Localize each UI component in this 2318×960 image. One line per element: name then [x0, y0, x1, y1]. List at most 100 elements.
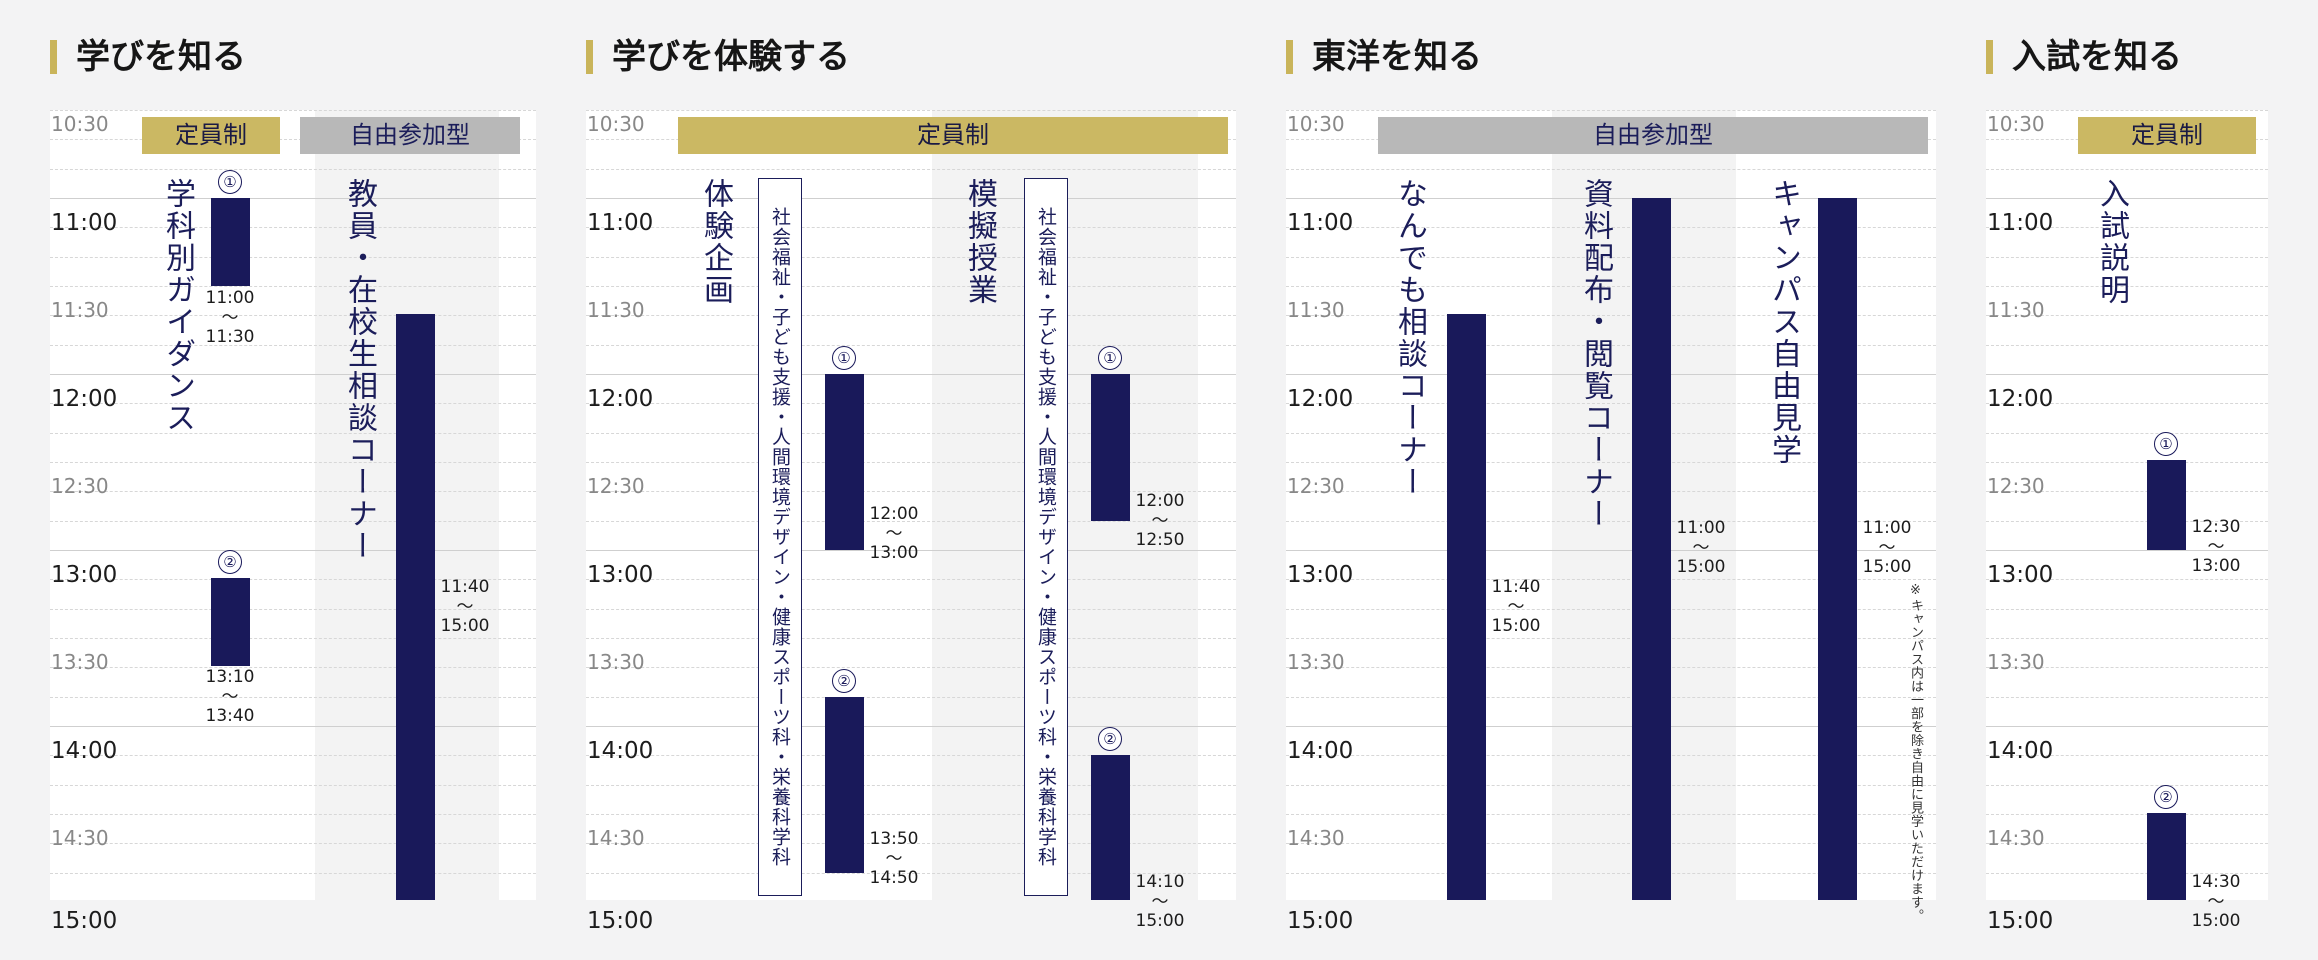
grid-line [1286, 843, 1936, 845]
grid-line [1986, 520, 2268, 522]
grid-line [1986, 344, 2268, 346]
time-range: 14:10 〜 15:00 [1135, 872, 1185, 932]
grid-line [1286, 667, 1936, 669]
time-label: 12:30 [51, 474, 109, 498]
time-label: 12:30 [1287, 474, 1345, 498]
grid-line [50, 403, 536, 405]
label-shiryo: 資料配布・閲覧コーナー [1578, 178, 1613, 530]
grid-line [50, 579, 536, 581]
time-label: 11:00 [51, 210, 118, 236]
time-label: 13:00 [587, 562, 654, 588]
session-1-marker: ① [832, 346, 856, 370]
grid-line [50, 344, 536, 346]
dept-box: 社会福祉・子ども支援・人間環境デザイン・健康スポーツ科・栄養科学科 [1024, 178, 1068, 896]
time-label: 13:30 [587, 650, 645, 674]
grid-line [1986, 608, 2268, 610]
grid-line [1286, 110, 1936, 111]
grid-line [586, 286, 1236, 287]
grid-line [1286, 227, 1936, 229]
session-2-marker: ② [1098, 727, 1122, 751]
grid-line [586, 403, 1236, 405]
grid-line [1986, 726, 2268, 727]
section-exam: 入試を知る 10:30 11:00 11:30 12:00 12:30 13:00 13:3… [1960, 0, 2318, 960]
session-bar [1818, 198, 1857, 900]
time-label: 14:00 [1287, 738, 1354, 764]
time-label: 12:30 [1987, 474, 2045, 498]
grid-line [50, 139, 536, 141]
time-label: 10:30 [1287, 112, 1345, 136]
grid-line [50, 667, 536, 669]
time-label-bottom: 15:00 [51, 908, 118, 934]
grid-line [50, 315, 536, 317]
grid-line [50, 168, 536, 170]
grid-line [50, 726, 536, 727]
time-range: 12:30 〜 13:00 [2191, 517, 2241, 577]
grid-line [1986, 198, 2268, 199]
grid-line [1986, 755, 2268, 757]
session-bar [1091, 374, 1130, 521]
time-label: 11:00 [1987, 210, 2054, 236]
session-1-marker: ① [218, 170, 242, 194]
time-label: 12:00 [1287, 386, 1354, 412]
grid-line [1986, 667, 2268, 669]
label-guidance: 学科別ガイダンス [160, 178, 195, 434]
timetable-grid: 10:30 11:00 11:30 12:00 12:30 13:00 13:30 14:00… [1986, 110, 2268, 931]
grid-line [50, 696, 536, 698]
grid-line [586, 726, 1236, 727]
time-label: 12:00 [1987, 386, 2054, 412]
time-label: 11:30 [587, 298, 645, 322]
grid-line [586, 638, 1236, 639]
grid-line [1986, 286, 2268, 287]
session-bar [825, 374, 864, 550]
grid-line [1286, 403, 1936, 405]
grid-line [50, 843, 536, 845]
grid-line [1986, 462, 2268, 463]
grid-line [50, 814, 536, 815]
time-range: 13:50 〜 14:50 [869, 829, 919, 889]
grid-line [50, 462, 536, 463]
section-title-learn: 学びを知る [50, 36, 246, 78]
grid-line [1986, 784, 2268, 786]
time-label: 10:30 [1987, 112, 2045, 136]
time-label: 14:00 [587, 738, 654, 764]
grid-line [1986, 579, 2268, 581]
grid-line [50, 755, 536, 757]
label-setsumei: 入試説明 [2094, 178, 2129, 306]
time-label: 12:00 [587, 386, 654, 412]
grid-line [1986, 872, 2268, 874]
grid-line [50, 784, 536, 786]
grid-line [1986, 491, 2268, 493]
grid-line [1286, 168, 1936, 170]
grid-line [50, 550, 536, 551]
time-label: 12:30 [587, 474, 645, 498]
grid-line [586, 872, 1236, 874]
time-label: 12:00 [51, 386, 118, 412]
grid-line [1986, 550, 2268, 551]
time-range: 11:00 〜 15:00 [1862, 518, 1912, 578]
grid-line [1986, 315, 2268, 317]
session-bar [825, 697, 864, 873]
time-range: 11:40 〜 15:00 [1491, 577, 1541, 637]
grid-line [1286, 462, 1936, 463]
grid-line [586, 814, 1236, 815]
grid-line [586, 667, 1236, 669]
grid-line [50, 198, 536, 199]
grid-line [1286, 491, 1936, 493]
grid-line [586, 784, 1236, 786]
grid-line [586, 550, 1236, 551]
section-title-experience: 学びを体験する [586, 36, 850, 78]
time-label-bottom: 15:00 [1987, 908, 2054, 934]
grid-line [586, 198, 1236, 199]
session-bar [1447, 314, 1486, 900]
grid-line [50, 286, 536, 287]
campus-note: ※キャンパス内は一部を除き自由に見学いただけます。 [1908, 583, 1923, 923]
grid-line [586, 755, 1236, 757]
session-bar [211, 578, 250, 666]
grid-line [1286, 198, 1936, 199]
grid-line [1286, 550, 1936, 551]
grid-line [586, 608, 1236, 610]
grid-line [586, 491, 1236, 493]
grid-line [1286, 696, 1936, 698]
grid-line [586, 520, 1236, 522]
grid-line [1286, 520, 1936, 522]
